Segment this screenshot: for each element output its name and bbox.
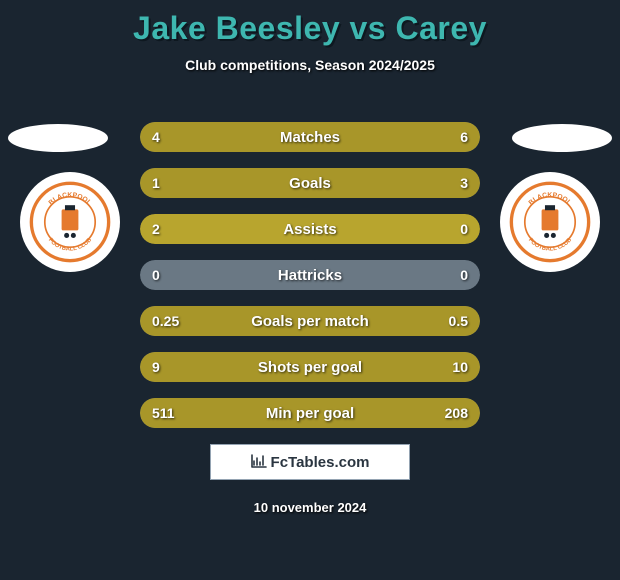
stat-label: Hattricks <box>140 260 480 290</box>
blackpool-badge-icon: BLACKPOOL FOOTBALL CLUB <box>508 180 592 264</box>
club-badge-right: BLACKPOOL FOOTBALL CLUB <box>500 172 600 272</box>
club-badge-left: BLACKPOOL FOOTBALL CLUB <box>20 172 120 272</box>
stat-row: 46Matches <box>140 122 480 152</box>
stat-row: 0.250.5Goals per match <box>140 306 480 336</box>
stat-row: 00Hattricks <box>140 260 480 290</box>
blackpool-badge-icon: BLACKPOOL FOOTBALL CLUB <box>28 180 112 264</box>
stat-label: Matches <box>140 122 480 152</box>
stat-label: Goals per match <box>140 306 480 336</box>
brand-box[interactable]: FcTables.com <box>210 444 410 480</box>
stat-row: 13Goals <box>140 168 480 198</box>
chart-icon <box>251 454 267 471</box>
subtitle: Club competitions, Season 2024/2025 <box>0 57 620 73</box>
stat-label: Goals <box>140 168 480 198</box>
stats-bars: 46Matches 13Goals 20Assists 00Hattricks 0.25… <box>140 122 480 444</box>
stat-row: 20Assists <box>140 214 480 244</box>
player-oval-right <box>512 124 612 152</box>
stat-row: 910Shots per goal <box>140 352 480 382</box>
page-title: Jake Beesley vs Carey <box>0 0 620 47</box>
stat-label: Shots per goal <box>140 352 480 382</box>
stat-label: Min per goal <box>140 398 480 428</box>
stat-row: 511208Min per goal <box>140 398 480 428</box>
brand-text: FcTables.com <box>271 454 370 471</box>
stat-label: Assists <box>140 214 480 244</box>
player-oval-left <box>8 124 108 152</box>
date-text: 10 november 2024 <box>0 500 620 515</box>
